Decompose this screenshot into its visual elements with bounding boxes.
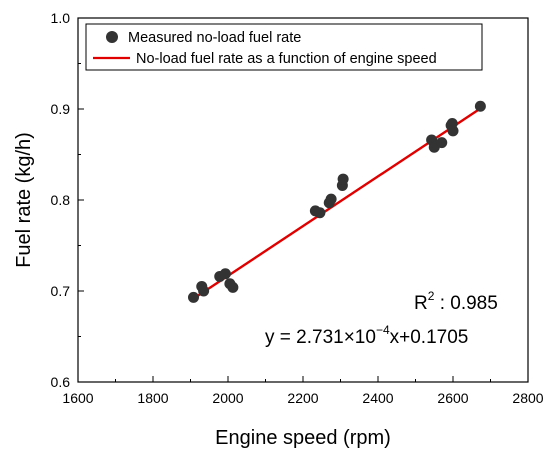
r2-label: R bbox=[414, 293, 428, 314]
r2-annotation: R2 : 0.985 bbox=[414, 289, 498, 314]
data-point bbox=[447, 125, 459, 137]
equation-suffix: x+0.1705 bbox=[390, 327, 469, 348]
data-points-layer bbox=[188, 100, 486, 303]
legend: Measured no-load fuel rate No-load fuel … bbox=[85, 23, 483, 71]
x-tick-label: 2400 bbox=[362, 390, 393, 406]
y-tick-label: 0.9 bbox=[51, 101, 71, 117]
data-point bbox=[436, 137, 448, 149]
x-tick-label: 2800 bbox=[512, 390, 543, 406]
x-tick-label: 1800 bbox=[137, 390, 168, 406]
r2-superscript: 2 bbox=[428, 289, 435, 303]
data-point bbox=[227, 281, 239, 293]
equation-prefix: y = 2.731×10 bbox=[265, 327, 376, 348]
data-point bbox=[325, 193, 337, 205]
equation-exponent: −4 bbox=[376, 323, 390, 337]
legend-box bbox=[85, 23, 483, 71]
x-tick-label: 2600 bbox=[437, 390, 468, 406]
y-tick-label: 0.7 bbox=[51, 283, 71, 299]
x-tick-label: 2000 bbox=[212, 390, 243, 406]
x-axis-label: Engine speed (rpm) bbox=[215, 427, 391, 449]
fit-line-layer bbox=[191, 105, 484, 301]
y-tick-label: 1.0 bbox=[51, 10, 71, 26]
legend-label-measured: Measured no-load fuel rate bbox=[128, 30, 301, 46]
legend-marker-measured bbox=[106, 31, 118, 43]
data-point bbox=[188, 291, 199, 303]
data-point bbox=[219, 268, 231, 280]
fit-line bbox=[191, 105, 484, 301]
x-tick-label: 1600 bbox=[62, 390, 93, 406]
data-point bbox=[198, 285, 210, 297]
y-tick-label: 0.6 bbox=[51, 374, 71, 390]
x-tick-label: 2200 bbox=[287, 390, 318, 406]
legend-label-fit: No-load fuel rate as a function of engin… bbox=[136, 51, 437, 67]
equation-annotation: y = 2.731×10−4x+0.1705 bbox=[265, 323, 468, 348]
axis-ticks: 1600 1800 2000 2200 2400 2600 2800 0.6 0.7 0.8 0.9… bbox=[51, 10, 544, 406]
data-point bbox=[314, 207, 326, 219]
r2-value: : 0.985 bbox=[434, 293, 497, 314]
y-tick-label: 0.8 bbox=[51, 192, 71, 208]
y-axis-label: Fuel rate (kg/h) bbox=[13, 132, 35, 268]
data-point bbox=[474, 100, 486, 112]
data-point bbox=[337, 173, 349, 185]
